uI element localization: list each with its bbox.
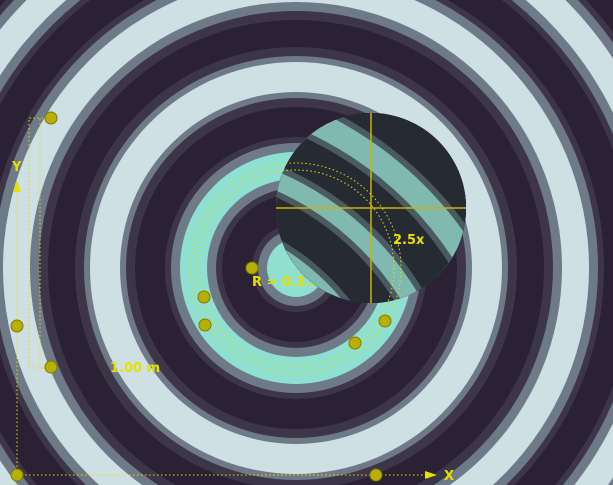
control-point-icon[interactable]	[246, 262, 258, 274]
x-axis-label: X	[444, 469, 454, 484]
y-axis-label: Y	[11, 160, 22, 175]
control-point-icon[interactable]	[379, 315, 391, 327]
control-point-icon[interactable]	[11, 469, 23, 481]
control-point-icon[interactable]	[198, 291, 210, 303]
control-point-icon[interactable]	[370, 469, 382, 481]
scale-bar-label: 1.00 m	[110, 361, 160, 376]
control-point-icon[interactable]	[11, 320, 23, 332]
control-point-icon[interactable]	[349, 337, 361, 349]
control-point-icon[interactable]	[199, 319, 211, 331]
control-point-icon[interactable]	[45, 361, 57, 373]
control-point-icon[interactable]	[45, 112, 57, 124]
circle-radius-label: R = 0.3..	[252, 275, 315, 290]
magnifier-zoom-label: 2.5x	[393, 233, 425, 248]
